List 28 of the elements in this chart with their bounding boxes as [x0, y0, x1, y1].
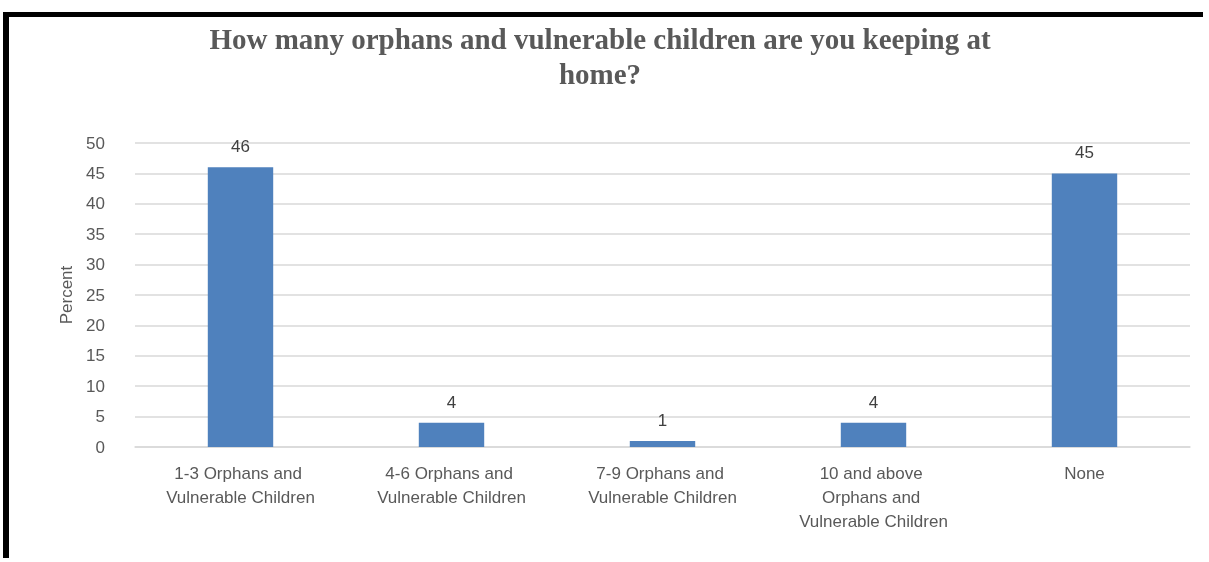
y-tick-label: 25: [86, 285, 105, 305]
chart-title: How many orphans and vulnerable children are you keeping at home?: [208, 22, 992, 92]
x-tick-label: 10 and above Orphans and Vulnerable Children: [799, 463, 948, 531]
y-tick-label: 5: [95, 407, 105, 427]
y-tick-label: 35: [86, 224, 105, 244]
y-tick-label: 10: [86, 376, 105, 396]
y-tick-label: 20: [86, 315, 105, 335]
data-label: 4: [868, 392, 879, 412]
bar: [418, 422, 485, 447]
bar: [629, 440, 696, 447]
data-label: 4: [446, 392, 457, 412]
y-tick-label: 0: [95, 437, 105, 457]
bar: [1051, 173, 1118, 447]
x-tick-label: 1-3 Orphans and Vulnerable Children: [166, 463, 315, 507]
data-label: 46: [231, 137, 250, 157]
bar: [840, 422, 907, 447]
x-tick-label: 4-6 Orphans and Vulnerable Children: [377, 463, 526, 507]
y-tick-label: 40: [86, 194, 105, 214]
x-tick-label: 7-9 Orphans and Vulnerable Children: [588, 463, 737, 507]
y-axis-title: Percent: [57, 265, 76, 325]
x-tick-label: None: [1064, 463, 1105, 483]
data-label: 45: [1075, 143, 1094, 163]
y-tick-label: 30: [86, 255, 105, 275]
data-label: 1: [657, 410, 668, 430]
y-tick-label: 45: [86, 163, 105, 183]
y-tick-label: 15: [86, 346, 105, 366]
y-tick-label: 50: [86, 133, 105, 153]
bar: [207, 167, 274, 447]
